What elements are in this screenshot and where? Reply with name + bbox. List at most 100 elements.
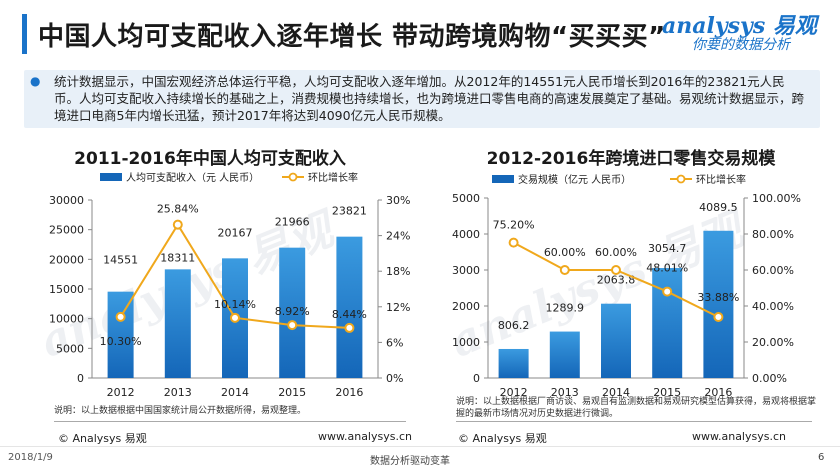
bar bbox=[498, 348, 529, 378]
logo: analysys 易观 你要的数据分析 bbox=[632, 6, 832, 56]
summary-box: ● 统计数据显示，中国宏观经济总体运行平稳，人均可支配收入逐年增加。从2012年… bbox=[24, 70, 820, 128]
growth-value-label: 60.00% bbox=[595, 246, 637, 259]
x-tick-label: 2012 bbox=[107, 386, 135, 399]
x-tick-label: 2014 bbox=[602, 386, 630, 399]
bar-value-label: 14551 bbox=[103, 254, 138, 267]
legend-label: 交易规模（亿元 人民币） bbox=[518, 173, 631, 186]
bar-value-label: 18311 bbox=[160, 251, 195, 264]
x-tick-label: 2015 bbox=[653, 386, 681, 399]
legend-label: 环比增长率 bbox=[308, 171, 358, 184]
growth-point bbox=[662, 286, 673, 297]
bar bbox=[703, 230, 734, 378]
bar bbox=[601, 303, 631, 378]
copyright-left: © Analysys 易观 bbox=[58, 432, 147, 445]
logo-tagline: 你要的数据分析 bbox=[692, 37, 790, 53]
website-link-left[interactable]: www.analysys.cn bbox=[318, 430, 412, 443]
y-tick-label-left: 1000 bbox=[452, 336, 480, 349]
y-tick-label-left: 5000 bbox=[56, 342, 84, 355]
x-tick-label: 2013 bbox=[551, 386, 579, 399]
growth-point bbox=[230, 312, 240, 323]
growth-value-label: 60.00% bbox=[544, 246, 586, 259]
legend-label: 人均可支配收入（元 人民币） bbox=[126, 171, 259, 184]
y-tick-label-left: 25000 bbox=[49, 224, 84, 237]
bottom-bar bbox=[0, 446, 840, 472]
growth-value-label: 33.88% bbox=[697, 291, 739, 304]
bar-value-label: 3054.7 bbox=[648, 242, 687, 255]
y-tick-label-left: 30000 bbox=[49, 194, 84, 207]
bar bbox=[279, 247, 306, 378]
legend-label: 环比增长率 bbox=[696, 173, 746, 186]
chart-title-income: 2011-2016年中国人均可支配收入 bbox=[74, 149, 346, 169]
summary-text: 统计数据显示，中国宏观经济总体运行平稳，人均可支配收入逐年增加。从2012年的1… bbox=[54, 74, 805, 123]
y-tick-label-right: 6% bbox=[386, 336, 403, 349]
y-tick-label-right: 30% bbox=[386, 194, 410, 207]
y-tick-label-right: 100.00% bbox=[752, 192, 801, 205]
website-link-right[interactable]: www.analysys.cn bbox=[692, 430, 786, 443]
growth-point bbox=[611, 265, 621, 275]
bar-value-label: 20167 bbox=[218, 226, 253, 239]
growth-point bbox=[172, 219, 183, 230]
divider bbox=[456, 421, 812, 422]
growth-value-label: 25.84% bbox=[157, 203, 199, 216]
growth-value-label: 48.01% bbox=[646, 262, 688, 275]
bar-value-label: 806.2 bbox=[498, 319, 530, 332]
y-tick-label-left: 0 bbox=[473, 372, 480, 385]
x-tick-label: 2015 bbox=[278, 386, 306, 399]
chart-title-crossborder: 2012-2016年跨境进口零售交易规模 bbox=[486, 149, 776, 169]
growth-point bbox=[344, 322, 355, 333]
y-tick-label-right: 24% bbox=[386, 230, 410, 243]
bar-value-label: 2063.8 bbox=[597, 274, 636, 287]
y-tick-label-right: 20.00% bbox=[752, 336, 794, 349]
chart-note-crossborder: 说明：以上数据根据厂商访谈、易观自有监测数据和易观研究模型估算获得，易观将根据掌… bbox=[456, 397, 817, 419]
growth-point bbox=[559, 265, 570, 275]
bullet-icon: ● bbox=[30, 74, 41, 88]
y-tick-label-right: 0% bbox=[386, 372, 403, 385]
x-tick-label: 2013 bbox=[164, 386, 192, 399]
bar-value-label: 21966 bbox=[275, 216, 310, 229]
title-accent-bar bbox=[22, 14, 27, 54]
y-tick-label-left: 15000 bbox=[49, 283, 84, 296]
growth-value-label: 8.44% bbox=[332, 308, 367, 321]
y-tick-label-left: 10000 bbox=[49, 313, 84, 326]
x-tick-label: 2016 bbox=[704, 386, 732, 399]
y-tick-label-right: 40.00% bbox=[752, 300, 794, 313]
y-tick-label-left: 4000 bbox=[452, 228, 480, 241]
chart-note-income: 说明：以上数据根据中国国家统计局公开数据所得，易观整理。 bbox=[54, 406, 307, 416]
y-tick-label-left: 0 bbox=[77, 372, 84, 385]
y-tick-label-right: 80.00% bbox=[752, 228, 794, 241]
y-tick-label-right: 18% bbox=[386, 265, 410, 278]
y-tick-label-left: 2000 bbox=[452, 300, 480, 313]
bar-value-label: 4089.5 bbox=[699, 201, 738, 214]
divider bbox=[54, 421, 406, 422]
growth-point bbox=[713, 312, 724, 323]
bar bbox=[164, 269, 191, 378]
page-title: 中国人均可支配收入逐年增长 带动跨境购物“买买买” bbox=[38, 22, 666, 52]
bar bbox=[652, 268, 683, 378]
growth-value-label: 75.20% bbox=[493, 219, 535, 232]
y-tick-label-left: 3000 bbox=[452, 264, 480, 277]
page-number: 6 bbox=[818, 452, 825, 463]
x-tick-label: 2014 bbox=[221, 386, 249, 399]
bar bbox=[336, 236, 363, 378]
x-tick-label: 2012 bbox=[500, 386, 528, 399]
y-tick-label-left: 5000 bbox=[452, 192, 480, 205]
legend-bar-swatch bbox=[100, 173, 122, 181]
legend-bar-swatch bbox=[492, 175, 514, 183]
bar-value-label: 23821 bbox=[332, 205, 367, 218]
growth-value-label: 8.92% bbox=[275, 305, 310, 318]
copyright-right: © Analysys 易观 bbox=[458, 432, 547, 445]
slide-slogan: 数据分析驱动变革 bbox=[370, 456, 450, 467]
bar-value-label: 1289.9 bbox=[546, 302, 585, 315]
y-tick-label-right: 60.00% bbox=[752, 264, 794, 277]
legend-line-marker bbox=[288, 172, 298, 182]
growth-point bbox=[508, 237, 519, 248]
y-tick-label-right: 0.00% bbox=[752, 372, 787, 385]
growth-point bbox=[115, 311, 126, 322]
growth-point bbox=[287, 320, 298, 331]
growth-value-label: 10.14% bbox=[214, 298, 256, 311]
bar bbox=[549, 331, 580, 378]
legend-line-marker bbox=[676, 174, 686, 184]
y-tick-label-left: 20000 bbox=[49, 253, 84, 266]
